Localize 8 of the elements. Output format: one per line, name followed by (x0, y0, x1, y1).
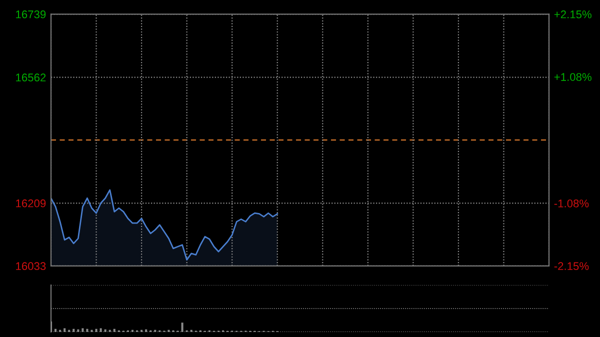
y-tick-label: 16033 (16, 262, 46, 270)
y2-tick-label: +2.15% (554, 10, 592, 18)
y2-tick-label: +1.08% (554, 73, 592, 81)
y-tick-label: 16739 (16, 10, 46, 18)
y2-tick-label: -1.08% (554, 200, 589, 208)
y-tick-label: 16562 (16, 74, 46, 82)
y2-tick-label: -2.15% (554, 262, 589, 270)
y-tick-label: 16209 (16, 199, 46, 208)
